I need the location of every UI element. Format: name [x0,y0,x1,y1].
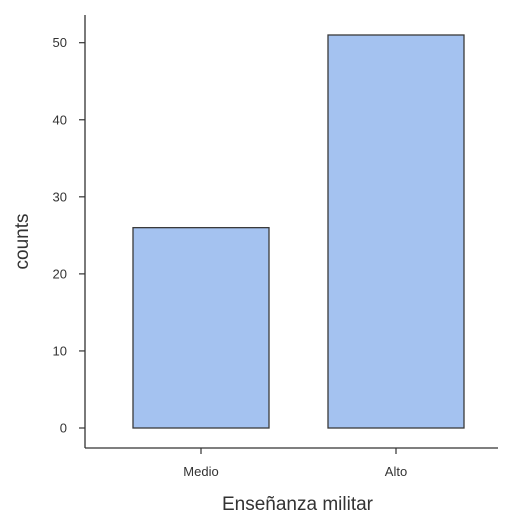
y-axis-title: counts [12,214,33,270]
x-axis-title: Enseñanza militar [222,494,374,515]
y-tick-label: 10 [53,343,67,358]
x-axis-ticks: Medio Alto [183,448,407,479]
y-tick-label: 30 [53,189,67,204]
y-tick-label: 40 [53,112,67,127]
x-tick-label: Medio [183,464,218,479]
y-tick-label: 50 [53,35,67,50]
x-tick-label: Alto [385,464,407,479]
y-tick-label: 0 [60,421,67,436]
y-axis-ticks: 0 10 20 30 40 50 [53,35,85,436]
y-tick-label: 20 [53,266,67,281]
bar-alto [327,34,465,429]
bar-medio [132,226,270,429]
bars [132,34,465,429]
